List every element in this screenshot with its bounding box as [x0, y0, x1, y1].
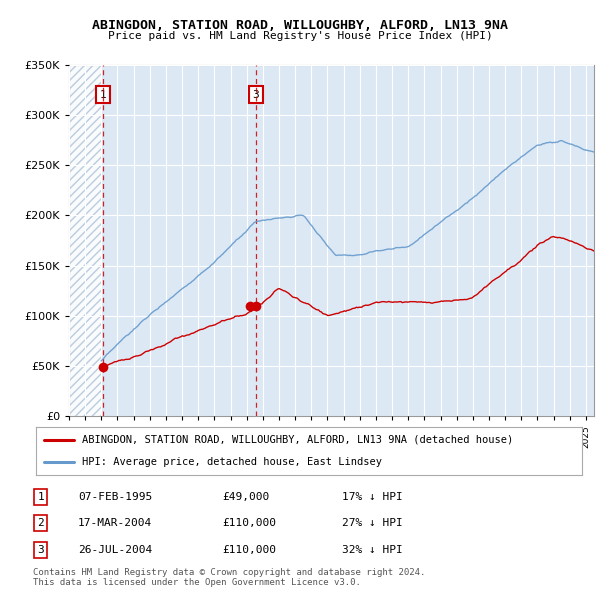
Text: 32% ↓ HPI: 32% ↓ HPI: [342, 545, 403, 555]
Text: ABINGDON, STATION ROAD, WILLOUGHBY, ALFORD, LN13 9NA (detached house): ABINGDON, STATION ROAD, WILLOUGHBY, ALFO…: [82, 435, 514, 445]
Text: £49,000: £49,000: [222, 492, 269, 502]
Text: 17-MAR-2004: 17-MAR-2004: [78, 519, 152, 528]
Text: 07-FEB-1995: 07-FEB-1995: [78, 492, 152, 502]
Text: 26-JUL-2004: 26-JUL-2004: [78, 545, 152, 555]
Text: 27% ↓ HPI: 27% ↓ HPI: [342, 519, 403, 528]
Text: Price paid vs. HM Land Registry's House Price Index (HPI): Price paid vs. HM Land Registry's House …: [107, 31, 493, 41]
Text: 3: 3: [253, 90, 259, 100]
Text: 1: 1: [100, 90, 106, 100]
Text: ABINGDON, STATION ROAD, WILLOUGHBY, ALFORD, LN13 9NA: ABINGDON, STATION ROAD, WILLOUGHBY, ALFO…: [92, 19, 508, 32]
Text: HPI: Average price, detached house, East Lindsey: HPI: Average price, detached house, East…: [82, 457, 382, 467]
Text: 17% ↓ HPI: 17% ↓ HPI: [342, 492, 403, 502]
Text: £110,000: £110,000: [222, 545, 276, 555]
Text: 1: 1: [37, 492, 44, 502]
Text: £110,000: £110,000: [222, 519, 276, 528]
Text: 2: 2: [37, 519, 44, 528]
Text: Contains HM Land Registry data © Crown copyright and database right 2024.
This d: Contains HM Land Registry data © Crown c…: [33, 568, 425, 587]
Text: 3: 3: [37, 545, 44, 555]
